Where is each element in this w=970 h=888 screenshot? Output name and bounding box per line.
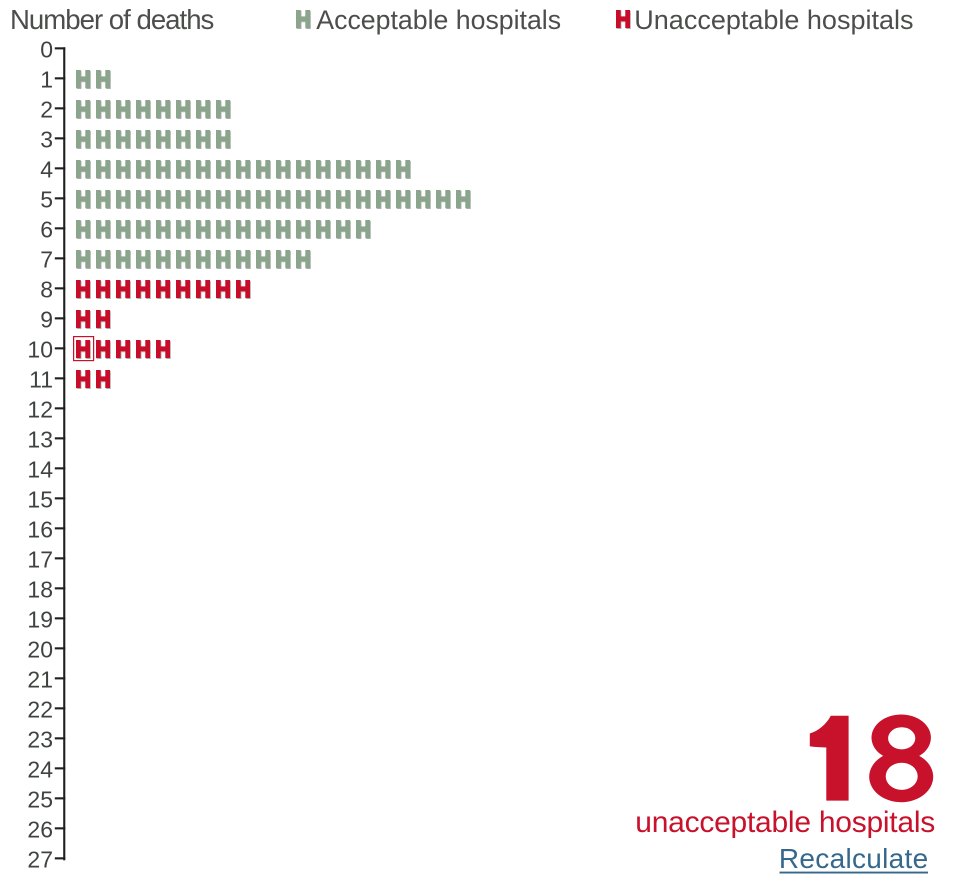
svg-text:5: 5 — [40, 187, 53, 213]
svg-text:1: 1 — [40, 67, 53, 93]
svg-text:18: 18 — [27, 577, 53, 603]
svg-text:12: 12 — [27, 397, 53, 423]
svg-text:26: 26 — [27, 817, 53, 843]
svg-text:Recalculate: Recalculate — [779, 843, 929, 874]
svg-text:10: 10 — [27, 337, 53, 363]
svg-text:22: 22 — [27, 697, 53, 723]
svg-text:21: 21 — [27, 667, 53, 693]
svg-text:14: 14 — [27, 457, 53, 483]
svg-text:27: 27 — [27, 847, 53, 873]
svg-text:9: 9 — [40, 307, 53, 333]
svg-text:17: 17 — [27, 547, 53, 573]
svg-text:11: 11 — [29, 367, 53, 393]
svg-text:8: 8 — [40, 277, 53, 303]
svg-text:23: 23 — [27, 727, 53, 753]
svg-text:15: 15 — [27, 487, 53, 513]
svg-text:4: 4 — [40, 157, 53, 183]
svg-text:2: 2 — [40, 97, 53, 123]
svg-text:Number of deaths: Number of deaths — [10, 4, 214, 35]
svg-text:0: 0 — [40, 37, 53, 63]
svg-text:7: 7 — [40, 247, 53, 273]
svg-text:16: 16 — [27, 517, 53, 543]
svg-text:Acceptable hospitals: Acceptable hospitals — [316, 5, 561, 35]
svg-text:6: 6 — [40, 217, 53, 243]
svg-text:19: 19 — [27, 607, 53, 633]
svg-text:unacceptable hospitals: unacceptable hospitals — [635, 806, 935, 839]
svg-text:24: 24 — [27, 757, 53, 783]
svg-text:Unacceptable hospitals: Unacceptable hospitals — [634, 5, 913, 35]
svg-text:20: 20 — [27, 637, 53, 663]
svg-text:13: 13 — [27, 427, 53, 453]
svg-text:3: 3 — [40, 127, 53, 153]
svg-text:25: 25 — [27, 787, 53, 813]
